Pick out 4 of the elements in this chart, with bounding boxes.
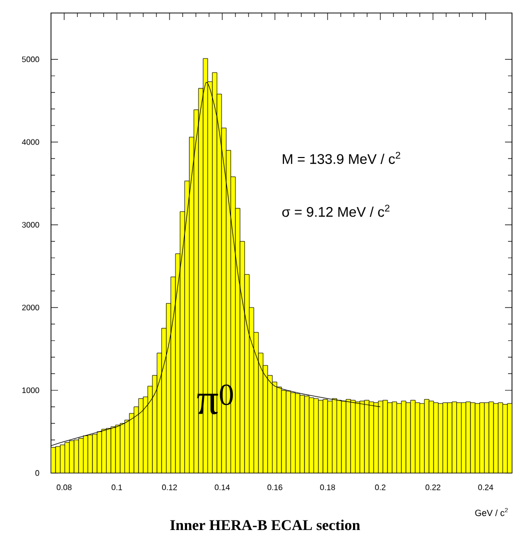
annotation: σ = 9.12 MeV / c$^{2}$ [282, 204, 390, 217]
annotation: M = 133.9 MeV / c$^{2}$ [282, 152, 400, 164]
x-axis-title: GeV / c$^{2}$ [475, 508, 508, 516]
text: Inner HERA-B ECAL section [170, 520, 360, 530]
